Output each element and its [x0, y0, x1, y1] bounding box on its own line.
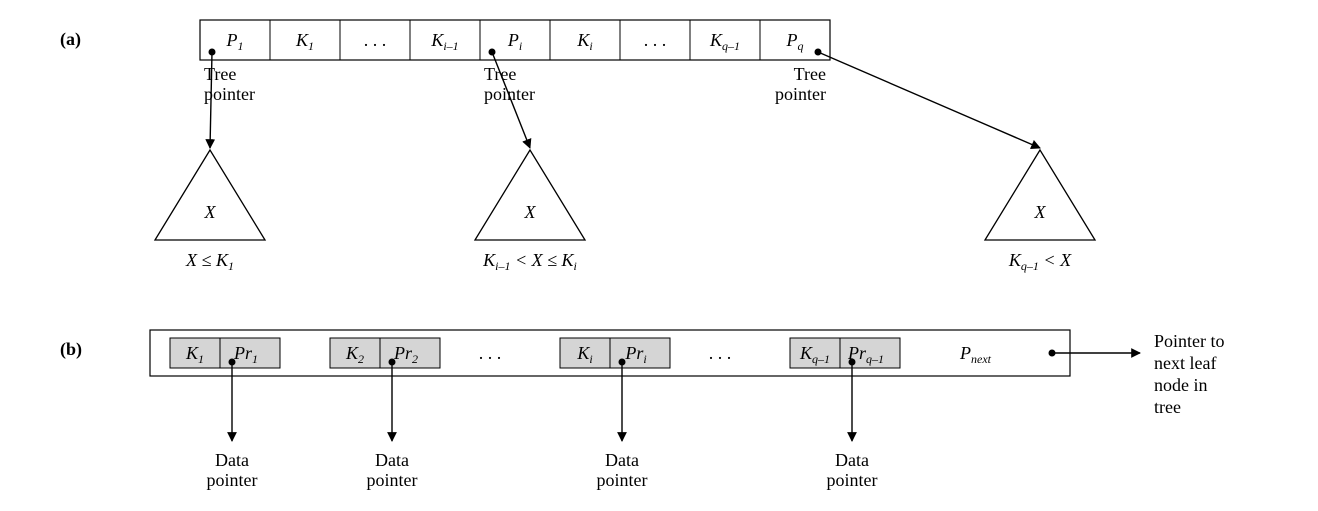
subtree-triangle: [155, 150, 265, 240]
part-b-tag: (b): [60, 339, 82, 360]
svg-text:X: X: [1034, 202, 1047, 222]
pnext-caption: Pointer to: [1154, 331, 1225, 351]
tree-pointer-arrow: [818, 52, 1040, 148]
pnext-caption: tree: [1154, 397, 1181, 417]
svg-text:pointer: pointer: [204, 84, 255, 104]
subtree-condition: Ki–1 < X ≤ Ki: [482, 250, 577, 273]
svg-text:Tree: Tree: [794, 64, 826, 84]
pnext-caption: node in: [1154, 375, 1208, 395]
pnext-label: Pnext: [959, 343, 992, 366]
svg-text:Data: Data: [215, 450, 249, 470]
internal-cell: Ki–1: [430, 30, 458, 53]
svg-text:pointer: pointer: [207, 470, 258, 490]
svg-text:. . .: . . .: [364, 30, 387, 50]
bplus-tree-diagram: (a)P1K1. . .Ki–1PiKi. . .Kq–1PqTreepoint…: [0, 0, 1318, 511]
internal-cell: Pi: [507, 30, 522, 53]
svg-text:Pri: Pri: [624, 343, 646, 366]
svg-text:pointer: pointer: [827, 470, 878, 490]
pnext-caption: next leaf: [1154, 353, 1216, 373]
internal-cell: P1: [226, 30, 244, 53]
svg-text:pointer: pointer: [484, 84, 535, 104]
svg-text:X: X: [524, 202, 537, 222]
svg-text:Tree: Tree: [204, 64, 236, 84]
svg-text:X: X: [204, 202, 217, 222]
svg-text:pointer: pointer: [597, 470, 648, 490]
subtree-triangle: [985, 150, 1095, 240]
svg-text:. . .: . . .: [644, 30, 667, 50]
svg-text:. . .: . . .: [709, 343, 732, 363]
svg-text:. . .: . . .: [479, 343, 502, 363]
svg-text:Data: Data: [605, 450, 639, 470]
svg-text:Tree: Tree: [484, 64, 516, 84]
internal-cell: K1: [295, 30, 314, 53]
svg-text:Data: Data: [835, 450, 869, 470]
subtree-condition: X ≤ K1: [185, 250, 234, 273]
svg-text:pointer: pointer: [367, 470, 418, 490]
subtree-triangle: [475, 150, 585, 240]
svg-text:pointer: pointer: [775, 84, 826, 104]
subtree-condition: Kq–1 < X: [1008, 250, 1072, 273]
internal-cell: Pq: [786, 30, 804, 53]
internal-cell: Kq–1: [709, 30, 740, 53]
svg-text:Data: Data: [375, 450, 409, 470]
part-a-tag: (a): [60, 29, 81, 50]
internal-cell: Ki: [576, 30, 592, 53]
